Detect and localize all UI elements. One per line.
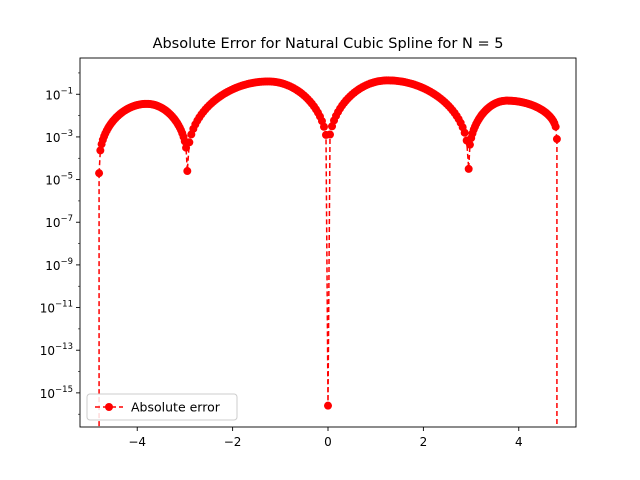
x-tick-label: 2 <box>420 435 428 449</box>
y-axis: 10−15 10−13 10−11 10−9 10−7 10−5 10−3 10−1 <box>40 72 80 415</box>
data-point <box>464 164 473 173</box>
legend-marker-sample <box>105 403 113 411</box>
legend-entry-absolute-error: Absolute error <box>131 400 221 415</box>
data-point <box>465 140 474 149</box>
data-point <box>552 135 561 144</box>
x-tick-label: 0 <box>324 435 332 449</box>
legend-box <box>86 393 238 421</box>
data-point <box>96 146 105 155</box>
y-tick-label: 10−11 <box>40 300 73 316</box>
legend: Absolute error <box>86 393 238 421</box>
data-point <box>551 122 560 131</box>
data-point <box>319 122 328 131</box>
data-point <box>460 128 469 137</box>
axes-frame <box>79 57 577 428</box>
x-tick-label: −2 <box>224 435 242 449</box>
y-tick-label: 10−15 <box>40 385 73 401</box>
data-point <box>185 138 194 147</box>
data-point <box>326 130 335 139</box>
data-point <box>95 169 104 178</box>
data-point <box>183 167 192 176</box>
y-tick-label: 10−3 <box>45 129 73 145</box>
y-tick-label: 10−1 <box>45 86 73 102</box>
data-point <box>324 401 332 410</box>
y-tick-label: 10−7 <box>45 214 73 230</box>
x-axis: −4 −2 0 2 4 <box>128 427 523 449</box>
y-tick-label: 10−5 <box>45 172 73 188</box>
chart-title: Absolute Error for Natural Cubic Spline … <box>153 36 504 52</box>
series-layer <box>95 76 561 427</box>
y-tick-label: 10−13 <box>40 342 73 358</box>
x-tick-label: −4 <box>128 435 146 449</box>
y-tick-label: 10−9 <box>45 257 73 273</box>
x-tick-label: 4 <box>515 435 523 449</box>
